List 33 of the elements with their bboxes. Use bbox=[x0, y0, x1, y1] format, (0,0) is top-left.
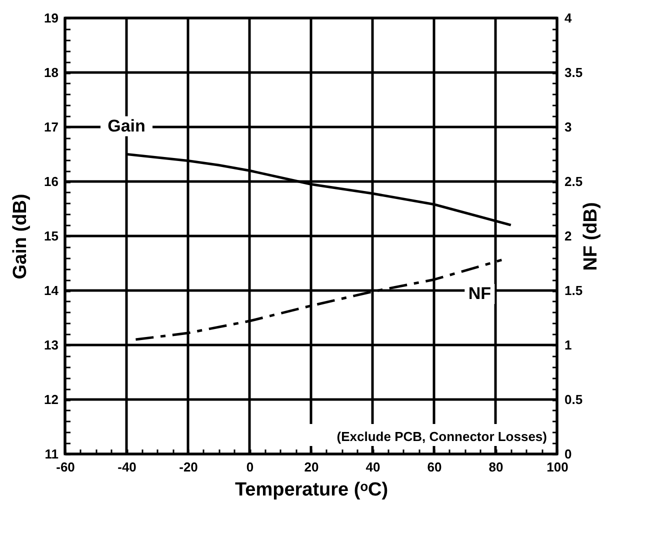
x-tick-label: -20 bbox=[179, 460, 198, 474]
y-axis-title: Gain (dB) bbox=[10, 194, 32, 280]
x-axis-title: Temperature (ᵒC) bbox=[234, 480, 388, 500]
y-tick-label: 13 bbox=[44, 338, 58, 352]
y-tick-label: 14 bbox=[44, 283, 60, 298]
x-tick-label: 0 bbox=[246, 460, 254, 474]
y2-tick-label: 3 bbox=[564, 120, 572, 134]
y2-tick-label: 3.5 bbox=[564, 65, 583, 80]
series-label: Gain bbox=[108, 116, 146, 136]
x-tick-label: 40 bbox=[366, 460, 380, 474]
y2-tick-label: 2.5 bbox=[564, 174, 583, 189]
x-tick-label: 60 bbox=[427, 460, 442, 474]
x-tick-label: 20 bbox=[304, 460, 319, 474]
x-tick-label: -60 bbox=[56, 460, 75, 474]
y-tick-label: 17 bbox=[44, 120, 58, 134]
y-tick-label: 15 bbox=[44, 228, 58, 244]
y-tick-label: 16 bbox=[44, 174, 58, 189]
y2-tick-label: 0 bbox=[564, 446, 572, 462]
y-tick-label: 12 bbox=[44, 392, 58, 407]
y-tick-label: 18 bbox=[44, 65, 58, 80]
x-tick-label: -40 bbox=[118, 460, 136, 474]
y-tick-label: 11 bbox=[44, 446, 58, 462]
y2-axis-title: NF (dB) bbox=[580, 202, 602, 271]
y2-tick-label: 1.5 bbox=[564, 283, 583, 298]
y-tick-label: 19 bbox=[44, 10, 58, 26]
series-label: NF bbox=[468, 284, 491, 303]
y2-tick-label: 4 bbox=[564, 10, 572, 26]
y2-tick-label: 0.5 bbox=[564, 392, 583, 407]
x-tick-label: 80 bbox=[488, 460, 504, 474]
y2-tick-label: 1 bbox=[564, 338, 572, 352]
x-tick-label: 100 bbox=[546, 460, 568, 474]
y2-tick-label: 2 bbox=[564, 228, 572, 244]
annotation: (Exclude PCB, Connector Losses) bbox=[336, 429, 547, 444]
